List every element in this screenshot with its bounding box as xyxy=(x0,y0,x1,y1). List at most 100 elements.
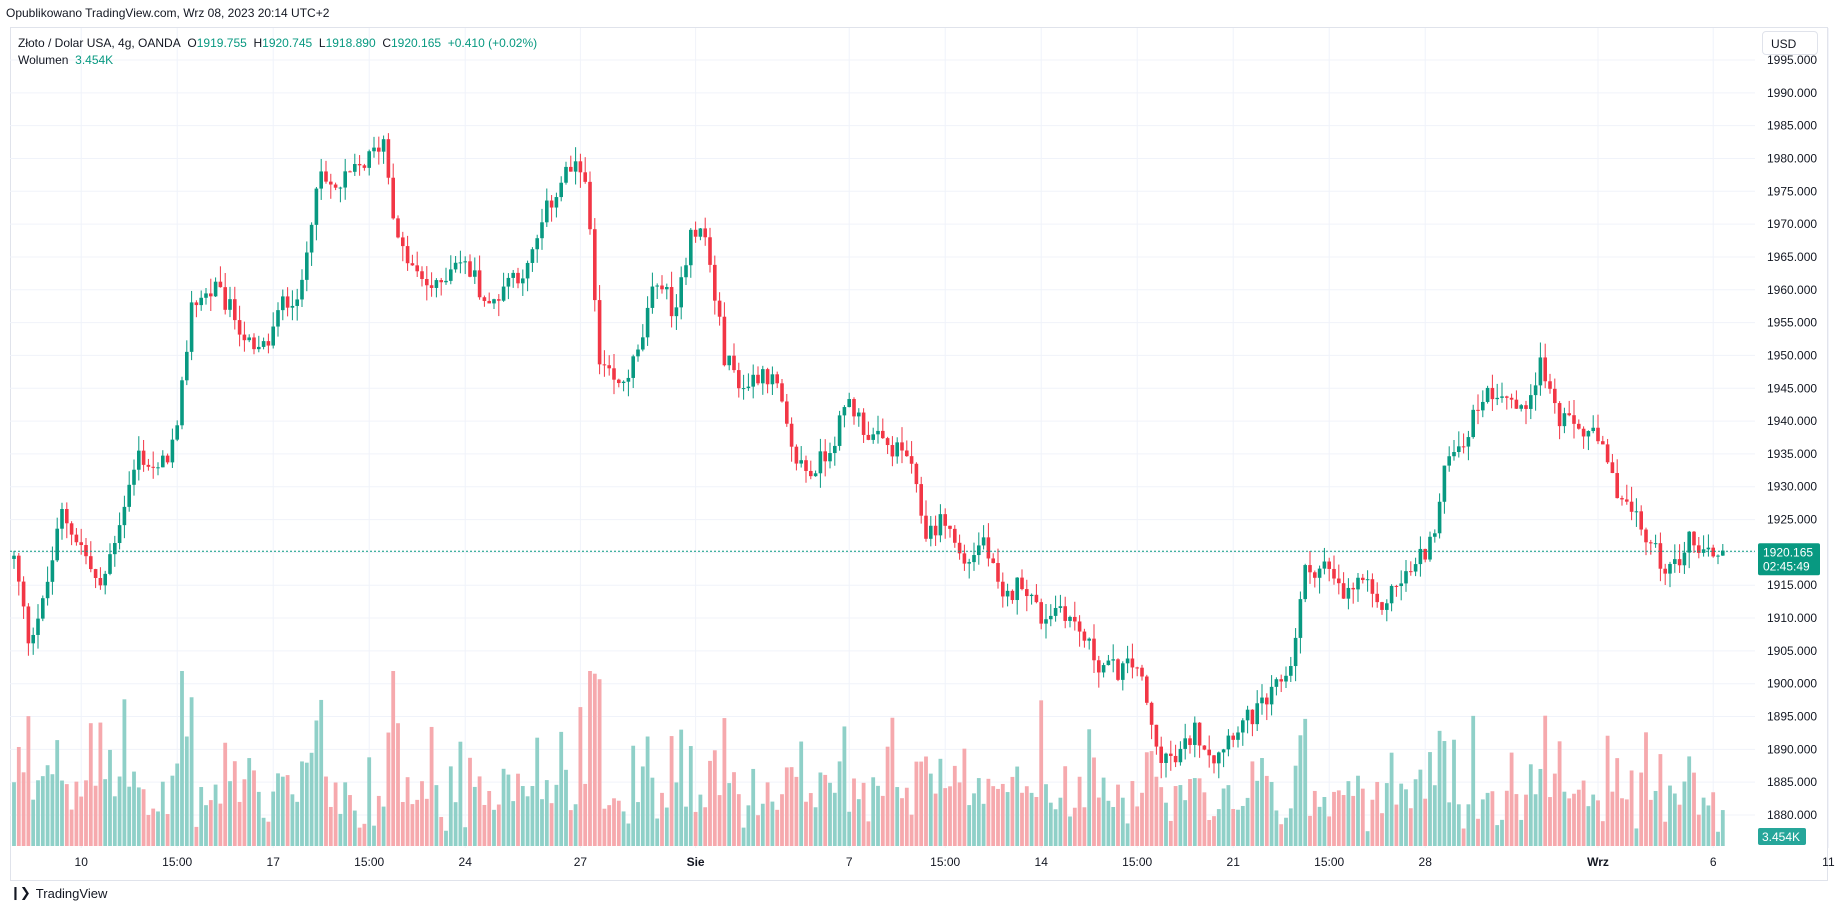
volume-bar xyxy=(910,815,914,846)
currency-button[interactable]: USD xyxy=(1762,31,1818,55)
volume-bar xyxy=(1587,806,1591,846)
candle-body xyxy=(511,273,515,278)
volume-bar xyxy=(742,828,746,846)
time-axis[interactable]: 1015:001715:002427Sie715:001415:002115:0… xyxy=(75,855,1835,869)
candle-body xyxy=(89,556,93,569)
candle-body xyxy=(924,516,928,539)
candle-body xyxy=(334,185,338,188)
brand-name[interactable]: TradingView xyxy=(36,886,108,901)
volume-bar xyxy=(1572,794,1576,846)
volume-bar xyxy=(641,766,645,846)
x-tick-label: 15:00 xyxy=(1122,855,1152,869)
candle-body xyxy=(1548,381,1552,389)
volume-bar xyxy=(867,821,871,846)
volume-bar xyxy=(36,780,40,846)
close-value: 1920.165 xyxy=(391,36,441,50)
volume-bar xyxy=(358,828,362,846)
candle-body xyxy=(555,197,559,207)
candle-body xyxy=(1193,723,1197,745)
candle-body xyxy=(147,465,151,467)
volume-bar xyxy=(1246,798,1250,846)
candle-body xyxy=(814,473,818,476)
volume-bar xyxy=(948,786,952,846)
candle-body xyxy=(1068,617,1072,621)
volume-bar xyxy=(1443,741,1447,846)
volume-bar xyxy=(574,804,578,846)
volume-bar xyxy=(190,697,194,846)
candle-body xyxy=(199,298,203,305)
volume-bar xyxy=(1635,828,1639,846)
candle-body xyxy=(636,350,640,357)
candle-body xyxy=(1246,710,1250,721)
low-label: L xyxy=(319,36,326,50)
volume-bar xyxy=(857,799,861,846)
volume-bar xyxy=(631,746,635,846)
volume-bar xyxy=(516,774,520,846)
candle-body xyxy=(1644,530,1648,543)
candle-body xyxy=(1409,571,1413,572)
candle-body xyxy=(833,446,837,453)
price-axis[interactable]: 1880.0001885.0001890.0001895.0001900.000… xyxy=(1767,53,1817,822)
volume-bar xyxy=(1596,800,1600,846)
symbol-title[interactable]: Złoto / Dolar USA, 4g, OANDA xyxy=(18,36,181,50)
volume-bar xyxy=(55,740,59,846)
volume-bar xyxy=(1697,815,1701,846)
candle-body xyxy=(838,415,842,446)
tv-logo-icon[interactable]: ❙❯ xyxy=(10,885,30,901)
candle-body xyxy=(1495,398,1499,399)
candle-body xyxy=(1606,444,1610,462)
volume-bar xyxy=(972,793,976,846)
volume-bar xyxy=(1601,821,1605,846)
volume-bar xyxy=(1519,820,1523,846)
candle-body xyxy=(94,569,98,578)
candle-body xyxy=(1404,571,1408,583)
y-tick-label: 1905.000 xyxy=(1767,644,1817,658)
candle-body xyxy=(871,434,875,440)
volume-bar xyxy=(324,777,328,846)
candle-body xyxy=(343,171,347,187)
candle-body xyxy=(531,249,535,263)
volume-bar xyxy=(1155,777,1159,846)
candle-body xyxy=(1524,405,1528,409)
volume-bar xyxy=(89,723,93,846)
volume-bar xyxy=(1395,805,1399,846)
x-tick-label: 21 xyxy=(1227,855,1241,869)
volume-bar xyxy=(1126,823,1130,846)
candle-body xyxy=(329,182,333,185)
candle-body xyxy=(1059,606,1063,608)
candle-body xyxy=(895,442,899,456)
volume-bar xyxy=(670,736,674,846)
volume-bar xyxy=(1505,791,1509,846)
candle-body xyxy=(70,523,74,534)
volume-label[interactable]: Wolumen xyxy=(18,53,68,67)
volume-bar xyxy=(252,770,256,846)
candle-body xyxy=(319,171,323,188)
candle-body xyxy=(934,526,938,536)
volume-bar xyxy=(655,819,659,846)
candle-body xyxy=(22,582,26,607)
candle-body xyxy=(1601,441,1605,444)
candle-body xyxy=(670,287,674,316)
volume-bar xyxy=(223,743,227,846)
change-value: +0.410 (+0.02%) xyxy=(448,36,537,50)
candle-body xyxy=(732,356,736,370)
volume-bar xyxy=(737,794,741,846)
candle-body xyxy=(823,451,827,461)
candle-body xyxy=(684,265,688,277)
volume-bar xyxy=(492,810,496,846)
x-tick-label: 28 xyxy=(1419,855,1433,869)
candle-body xyxy=(1092,639,1096,661)
volume-bar xyxy=(1539,769,1543,846)
volume-bar xyxy=(1529,764,1533,846)
volume-bar xyxy=(247,758,251,846)
candle-body xyxy=(727,356,731,366)
candle-body xyxy=(1534,385,1538,395)
volume-bar xyxy=(823,775,827,846)
candle-body xyxy=(1625,499,1629,501)
candle-body xyxy=(1097,660,1101,672)
volume-bar xyxy=(588,671,592,846)
volume-bar xyxy=(1188,779,1192,846)
volume-bar xyxy=(771,802,775,846)
volume-bar xyxy=(1068,816,1072,846)
